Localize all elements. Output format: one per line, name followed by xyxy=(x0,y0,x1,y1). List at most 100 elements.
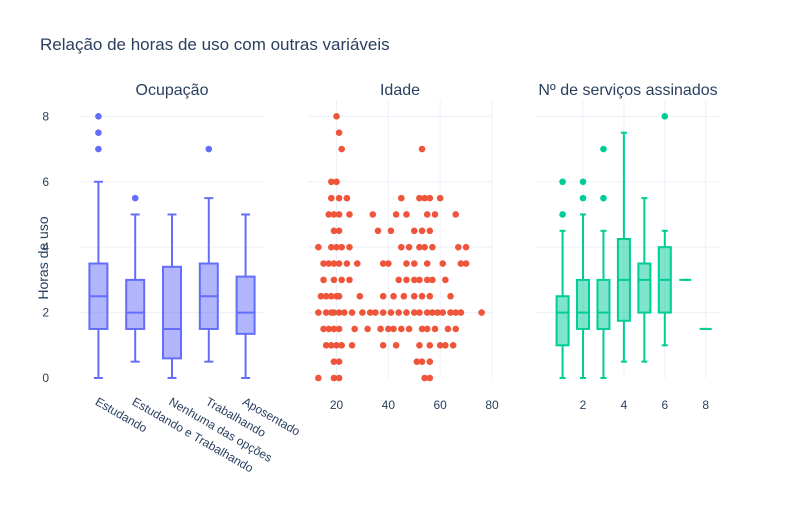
scatter-point xyxy=(328,243,335,251)
scatter-point xyxy=(397,194,405,202)
scatter-point xyxy=(413,358,421,365)
scatter-point xyxy=(338,341,345,349)
x-tick-label-idade: 80 xyxy=(485,398,499,412)
scatter-point xyxy=(335,374,343,382)
scatter-point xyxy=(379,341,387,349)
scatter-point xyxy=(416,194,423,202)
scatter-point xyxy=(429,276,436,284)
y-tick-label: 8 xyxy=(42,109,49,123)
scatter-point xyxy=(431,211,439,218)
scatter-point xyxy=(416,341,423,349)
scatter-point xyxy=(387,309,395,316)
scatter-point xyxy=(452,325,460,333)
scatter-point xyxy=(452,309,460,316)
scatter-point xyxy=(418,227,426,235)
scatter-point xyxy=(403,276,410,284)
box-iqr xyxy=(637,262,652,314)
scatter-point xyxy=(405,325,413,333)
scatter-point xyxy=(348,309,356,316)
scatter-point xyxy=(328,341,335,349)
scatter-point xyxy=(328,178,335,186)
scatter-point xyxy=(418,145,426,153)
scatter-point xyxy=(410,309,418,316)
scatter-point xyxy=(397,325,405,333)
scatter-point xyxy=(335,325,343,333)
scatter-point xyxy=(429,309,436,316)
scatter-point xyxy=(390,325,397,333)
scatter-point xyxy=(416,276,423,284)
scatter-point xyxy=(426,292,434,300)
y-axis-title: Horas de uso xyxy=(35,216,51,299)
scatter-point xyxy=(418,292,426,300)
scatter-point xyxy=(429,243,436,251)
scatter-point xyxy=(322,341,330,349)
scatter-point xyxy=(374,227,382,235)
scatter-point xyxy=(395,309,403,316)
subplot-title-ocupacao: Ocupação xyxy=(136,82,209,99)
outlier-point xyxy=(95,129,102,137)
outlier-point xyxy=(579,194,587,202)
scatter-point xyxy=(315,243,322,251)
scatter-point xyxy=(379,260,387,267)
scatter-point xyxy=(335,227,343,235)
x-tick-label-servicos: 4 xyxy=(621,398,628,412)
scatter-point xyxy=(322,309,330,316)
scatter-point xyxy=(364,325,371,333)
scatter-point xyxy=(400,292,408,300)
outlier-point xyxy=(205,145,213,153)
box-ocupacao xyxy=(88,113,109,379)
outlier-point xyxy=(95,145,102,153)
y-tick-label: 0 xyxy=(42,371,49,385)
scatter-point xyxy=(333,341,340,349)
scatter-point xyxy=(442,276,449,284)
box-iqr xyxy=(235,275,256,335)
scatter-point xyxy=(421,243,428,251)
box-servicos xyxy=(657,113,672,347)
outlier-point xyxy=(579,178,587,186)
scatter-point xyxy=(403,211,410,218)
scatter-point xyxy=(423,276,431,284)
scatter-point xyxy=(369,211,377,218)
scatter-point xyxy=(423,309,431,316)
box-servicos xyxy=(576,178,591,379)
scatter-point xyxy=(444,325,452,333)
outlier-point xyxy=(559,178,566,186)
scatter-point xyxy=(320,260,327,267)
scatter-point xyxy=(457,309,465,316)
scatter-point xyxy=(449,341,457,349)
box-ocupacao xyxy=(235,213,256,379)
scatter-point xyxy=(434,309,441,316)
scatter-point xyxy=(410,276,418,284)
scatter-point xyxy=(325,325,333,333)
scatter-point xyxy=(343,260,351,267)
scatter-point xyxy=(390,292,397,300)
box-servicos xyxy=(596,145,611,379)
scatter-point xyxy=(346,243,353,251)
scatter-point xyxy=(442,341,449,349)
scatter-point xyxy=(333,243,340,251)
scatter-point xyxy=(379,292,387,300)
scatter-point xyxy=(315,309,322,316)
outlier-point xyxy=(600,194,607,202)
scatter-point xyxy=(426,341,434,349)
scatter-point xyxy=(351,325,358,333)
scatter-point xyxy=(335,260,343,267)
box-iqr xyxy=(125,278,146,330)
chart-marks xyxy=(88,113,712,382)
scatter-point xyxy=(379,309,387,316)
y-tick-label: 4 xyxy=(42,240,49,254)
scatter-point xyxy=(340,309,348,316)
scatter-point xyxy=(426,194,434,202)
scatter-point xyxy=(436,341,444,349)
scatter-point xyxy=(410,260,418,267)
scatter-point xyxy=(395,276,403,284)
scatter-point xyxy=(330,358,338,365)
scatter-point xyxy=(403,260,410,267)
scatter-point xyxy=(403,309,410,316)
scatter-point xyxy=(343,194,351,202)
box-servicos xyxy=(637,197,652,363)
box-iqr xyxy=(596,278,611,330)
scatter-point xyxy=(439,260,447,267)
